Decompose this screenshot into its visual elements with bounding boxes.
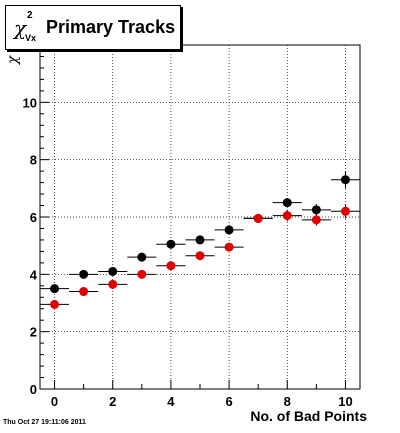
x-tick-label: 8 <box>284 394 291 409</box>
x-tick-label: 6 <box>225 394 232 409</box>
data-point <box>282 198 292 208</box>
title-box: χ 2 Vx Primary Tracks <box>5 5 181 50</box>
data-point <box>166 239 176 249</box>
data-point <box>340 175 350 185</box>
y-axis-label: χ <box>5 52 23 76</box>
y-tick-label: 2 <box>30 325 37 340</box>
data-point <box>340 206 350 216</box>
chart-title: Primary Tracks <box>46 17 176 37</box>
tick-labels: 0 2 4 6 8 10 0 2 4 6 8 10 <box>23 95 353 409</box>
y-tick-label: 4 <box>30 267 38 282</box>
data-point <box>311 215 321 225</box>
y-tick-label: 6 <box>30 210 37 225</box>
data-point <box>108 266 118 276</box>
y-axis-chi-symbol: χ <box>5 55 22 65</box>
title-subscript: Vx <box>25 33 37 43</box>
data-point <box>108 279 118 289</box>
data-point <box>79 287 89 297</box>
data-point <box>253 213 263 223</box>
grid-lines <box>40 45 360 390</box>
data-point <box>282 211 292 221</box>
y-tick-label: 10 <box>23 95 37 110</box>
timestamp: Thu Oct 27 19:11:06 2011 <box>3 419 86 426</box>
x-axis-label: No. of Bad Points <box>250 408 367 424</box>
y-tick-label: 8 <box>30 153 37 168</box>
data-point <box>224 242 234 252</box>
data-point <box>195 235 205 245</box>
x-tick-label: 2 <box>109 394 116 409</box>
data-point <box>195 251 205 261</box>
data-points <box>40 171 360 309</box>
x-tick-label: 10 <box>338 394 352 409</box>
data-point <box>166 261 176 271</box>
data-point <box>79 269 89 279</box>
title-chi-symbol: χ <box>14 16 27 40</box>
data-point <box>137 269 147 279</box>
data-point <box>311 205 321 215</box>
axis-ticks <box>40 44 346 390</box>
data-point <box>50 299 60 309</box>
y-tick-label: 0 <box>30 382 37 397</box>
title-superscript: 2 <box>27 10 33 21</box>
data-point <box>137 252 147 262</box>
data-point <box>50 284 60 294</box>
x-tick-label: 0 <box>51 394 58 409</box>
x-tick-label: 4 <box>167 394 175 409</box>
data-point <box>224 225 234 235</box>
